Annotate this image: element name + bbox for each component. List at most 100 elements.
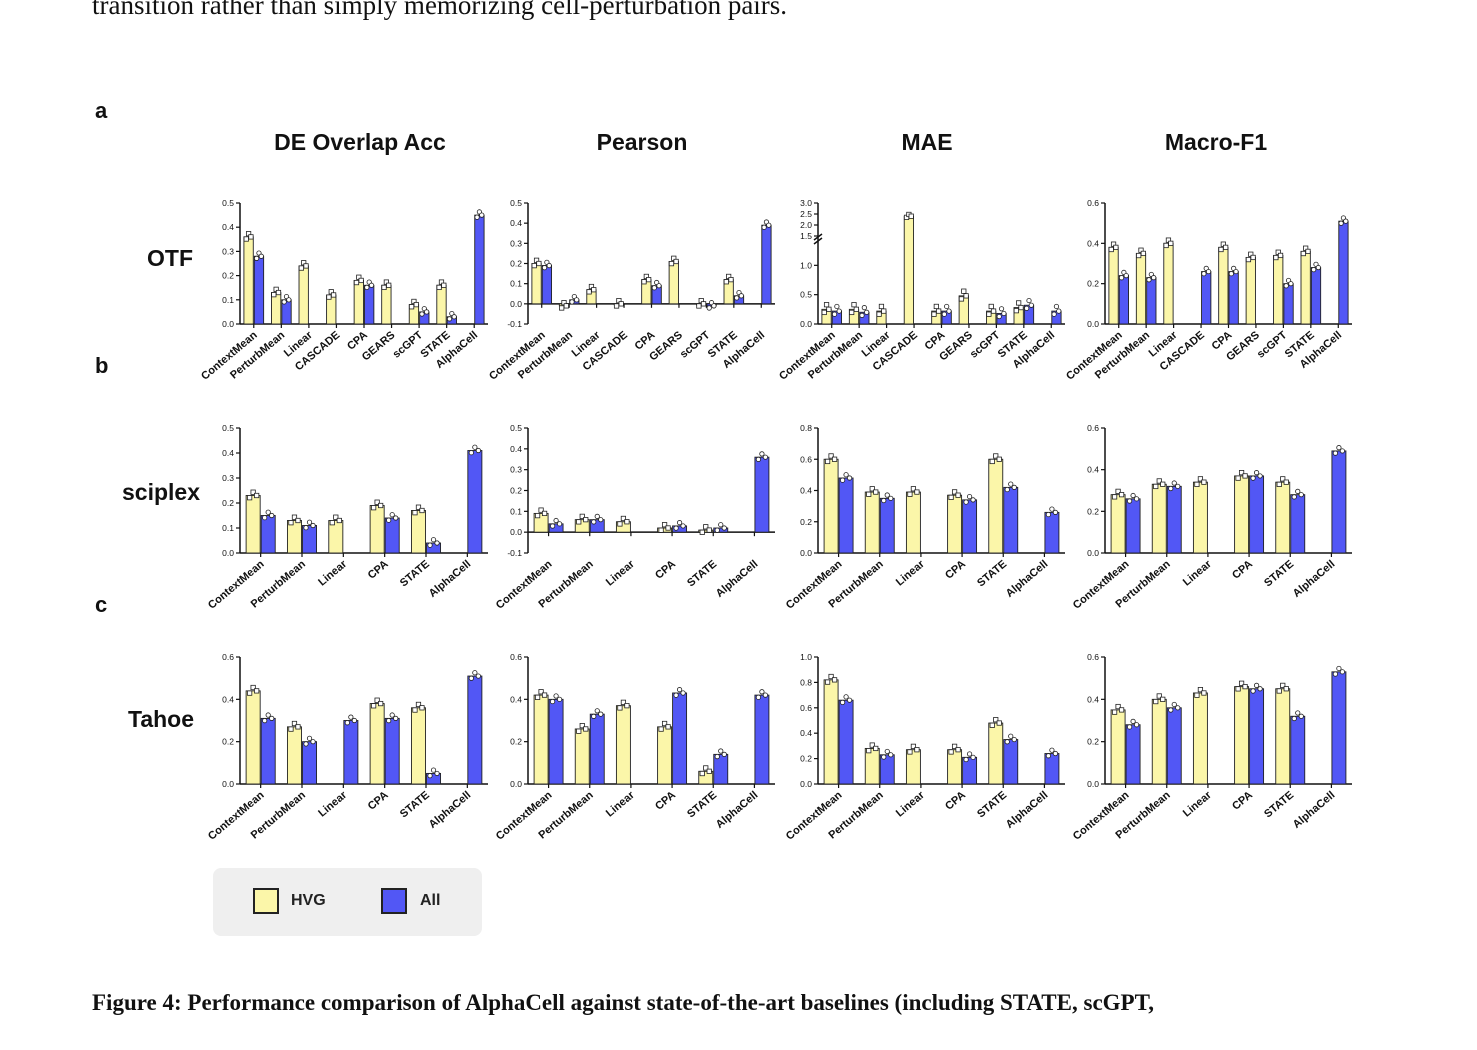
replicate-marker — [1194, 692, 1200, 698]
y-tick-label: 0.4 — [222, 222, 234, 232]
y-tick-label: 0.2 — [222, 271, 234, 281]
replicate-marker — [412, 707, 418, 713]
replicate-marker — [1238, 680, 1245, 686]
dataset-label-sciplex: sciplex — [122, 479, 200, 505]
replicate-marker — [955, 747, 961, 753]
legend-swatch-all — [381, 888, 407, 914]
replicate-marker — [989, 458, 995, 465]
bar-all-alphacell — [1044, 753, 1060, 785]
metric-title-de-overlap-acc: DE Overlap Acc — [274, 129, 446, 155]
replicate-marker — [1111, 709, 1118, 715]
replicate-marker — [415, 504, 422, 510]
chart-otf-mae: 0.00.51.01.52.02.53.0ContextMeanPerturbM… — [777, 198, 1065, 383]
replicate-marker — [371, 505, 377, 511]
replicate-marker — [386, 718, 392, 724]
replicate-marker — [646, 277, 652, 283]
y-tick-label: 0.0 — [510, 299, 522, 309]
replicate-marker — [262, 515, 268, 521]
replicate-marker — [583, 517, 589, 523]
replicate-marker — [538, 689, 544, 695]
category-label-linear: Linear — [604, 558, 638, 589]
replicate-marker — [393, 715, 399, 721]
replicate-marker — [821, 309, 827, 316]
replicate-marker — [1045, 511, 1052, 518]
replicate-marker — [831, 311, 838, 317]
replicate-marker — [1018, 304, 1024, 311]
bar-all-state — [1290, 494, 1306, 554]
y-tick-label: 0.0 — [510, 527, 522, 537]
y-tick-label: 0.4 — [800, 728, 812, 738]
metric-title-macro-f1: Macro-F1 — [1165, 129, 1267, 155]
replicate-marker — [250, 489, 256, 495]
category-label-cpa: CPA — [1230, 558, 1255, 582]
replicate-marker — [408, 304, 415, 310]
replicate-marker — [963, 756, 969, 763]
replicate-marker — [1339, 448, 1346, 454]
chart-otf-macro-f1: 0.00.20.40.6ContextMeanPerturbMeanLinear… — [1064, 198, 1352, 383]
bar-hvg-contextmean — [1110, 709, 1126, 785]
replicate-marker — [1118, 275, 1125, 281]
replicate-marker — [914, 747, 920, 753]
replicate-marker — [436, 284, 442, 291]
replicate-marker — [1011, 484, 1017, 490]
replicate-marker — [378, 700, 384, 707]
bar-all-cpa — [962, 756, 978, 785]
replicate-marker — [265, 509, 271, 515]
replicate-marker — [344, 720, 350, 726]
replicate-marker — [711, 303, 717, 309]
replicate-marker — [1298, 492, 1304, 498]
replicate-marker — [262, 718, 268, 724]
replicate-marker — [1156, 478, 1162, 484]
replicate-marker — [907, 749, 913, 755]
replicate-marker — [989, 722, 995, 728]
replicate-marker — [1336, 665, 1342, 672]
replicate-marker — [591, 519, 597, 525]
replicate-marker — [583, 726, 589, 732]
replicate-marker — [265, 712, 271, 718]
replicate-marker — [1201, 271, 1207, 277]
replicate-marker — [303, 741, 309, 747]
replicate-marker — [424, 309, 430, 315]
replicate-marker — [451, 314, 457, 320]
bar-all-cpa — [1249, 475, 1265, 554]
replicate-marker — [534, 694, 541, 700]
replicate-marker — [430, 767, 437, 773]
replicate-marker — [990, 308, 997, 314]
replicate-marker — [613, 303, 620, 309]
replicate-marker — [823, 302, 830, 308]
replicate-marker — [1339, 669, 1346, 675]
replicate-marker — [996, 456, 1002, 462]
replicate-marker — [1245, 256, 1252, 263]
replicate-marker — [673, 692, 679, 698]
replicate-marker — [728, 277, 734, 283]
y-tick-label: 0.0 — [1087, 548, 1099, 558]
replicate-marker — [549, 523, 556, 529]
bar-hvg-contextmean — [1110, 494, 1126, 554]
replicate-marker — [881, 308, 887, 314]
replicate-marker — [1016, 300, 1022, 306]
y-tick-label: 0.4 — [222, 694, 234, 704]
replicate-marker — [1197, 476, 1204, 482]
bar-all-alphacell — [467, 450, 483, 554]
replicate-marker — [1257, 686, 1263, 692]
replicate-marker — [1113, 244, 1119, 250]
replicate-marker — [288, 520, 294, 526]
replicate-marker — [389, 712, 395, 718]
category-label-cpa: CPA — [653, 789, 678, 813]
replicate-marker — [1133, 722, 1140, 728]
replicate-marker — [351, 717, 357, 724]
y-tick-label: 0.0 — [222, 548, 234, 558]
category-label-alphacell: AlphaCell — [1004, 789, 1051, 831]
replicate-marker — [306, 735, 313, 741]
category-label-scgpt: scGPT — [968, 329, 1003, 361]
y-tick-label: 0.2 — [222, 737, 234, 747]
replicate-marker — [371, 703, 377, 709]
replicate-marker — [651, 285, 657, 291]
bar-hvg-perturbmean — [1135, 252, 1147, 325]
bar-all-contextmean — [253, 255, 265, 325]
replicate-marker — [559, 305, 565, 311]
replicate-marker — [1242, 684, 1248, 690]
replicate-marker — [718, 748, 724, 754]
replicate-marker — [419, 705, 425, 711]
